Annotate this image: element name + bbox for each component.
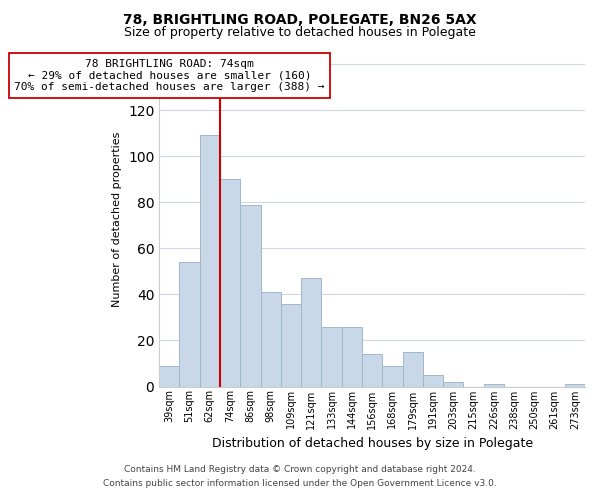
X-axis label: Distribution of detached houses by size in Polegate: Distribution of detached houses by size … (212, 437, 533, 450)
Bar (341, 326, 362, 386)
Bar (240, 204, 260, 386)
Bar (443, 382, 463, 386)
Bar (301, 278, 322, 386)
Text: Size of property relative to detached houses in Polegate: Size of property relative to detached ho… (124, 26, 476, 39)
Bar (423, 375, 443, 386)
Bar (403, 352, 423, 386)
Bar (260, 292, 281, 386)
Bar (484, 384, 504, 386)
Bar (281, 304, 301, 386)
Bar (200, 136, 220, 386)
Bar (565, 384, 585, 386)
Text: 78 BRIGHTLING ROAD: 74sqm
← 29% of detached houses are smaller (160)
70% of semi: 78 BRIGHTLING ROAD: 74sqm ← 29% of detac… (14, 59, 325, 92)
Y-axis label: Number of detached properties: Number of detached properties (112, 132, 122, 307)
Bar (322, 326, 341, 386)
Bar (362, 354, 382, 386)
Bar (382, 366, 403, 386)
Text: 78, BRIGHTLING ROAD, POLEGATE, BN26 5AX: 78, BRIGHTLING ROAD, POLEGATE, BN26 5AX (123, 12, 477, 26)
Bar (159, 366, 179, 386)
Text: Contains HM Land Registry data © Crown copyright and database right 2024.
Contai: Contains HM Land Registry data © Crown c… (103, 466, 497, 487)
Bar (179, 262, 200, 386)
Bar (220, 179, 240, 386)
